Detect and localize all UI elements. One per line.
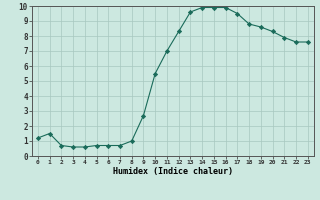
- X-axis label: Humidex (Indice chaleur): Humidex (Indice chaleur): [113, 167, 233, 176]
